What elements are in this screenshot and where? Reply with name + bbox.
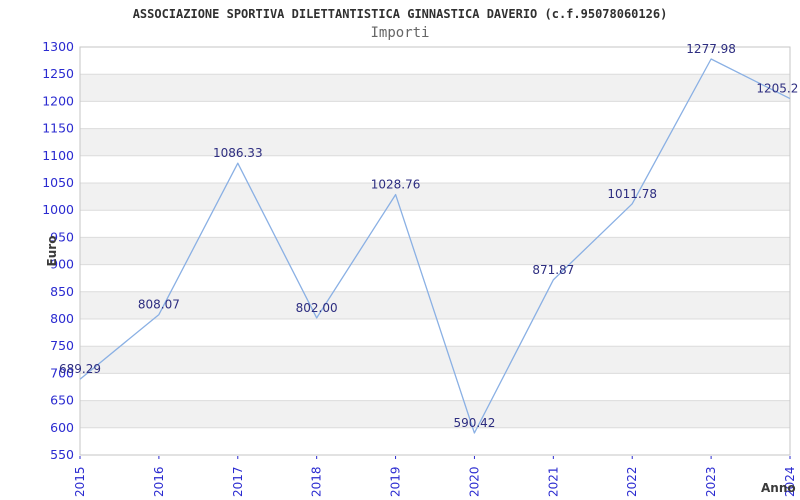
x-tick-label: 2020 <box>467 466 481 497</box>
data-point-label: 1205.2 <box>756 82 798 96</box>
x-tick-label: 2018 <box>310 466 324 497</box>
y-tick-label: 1200 <box>42 93 74 108</box>
data-point-label: 802.00 <box>296 301 338 315</box>
y-tick-label: 1000 <box>42 202 74 217</box>
y-tick-label: 550 <box>50 447 74 462</box>
y-tick-label: 1300 <box>42 39 74 54</box>
x-tick-label: 2016 <box>152 466 166 497</box>
y-tick-label: 650 <box>50 393 74 408</box>
data-point-label: 1011.78 <box>607 187 657 201</box>
y-tick-label: 900 <box>50 257 74 272</box>
series-line <box>79 58 791 434</box>
grid-band <box>80 237 790 265</box>
data-point-label: 871.87 <box>532 263 574 277</box>
y-tick-label: 1250 <box>42 66 74 81</box>
data-point-label: 1086.33 <box>213 146 263 160</box>
chart-subtitle: Importi <box>370 25 430 41</box>
grid-band <box>80 346 790 374</box>
x-tick-label: 2023 <box>704 466 718 497</box>
plot-border <box>79 46 791 456</box>
y-tick-label: 750 <box>50 338 74 353</box>
data-point-label: 689.29 <box>59 362 101 376</box>
grid-band <box>80 400 790 428</box>
y-tick-label: 950 <box>50 229 74 244</box>
data-point-label: 1028.76 <box>371 178 421 192</box>
grid-band <box>80 74 790 102</box>
x-tick-label: 2022 <box>625 466 639 497</box>
grid-band <box>80 128 790 156</box>
y-tick-label: 600 <box>50 420 74 435</box>
x-tick-label: 2024 <box>783 466 797 497</box>
y-tick-label: 700 <box>50 365 74 380</box>
y-tick-label: 1150 <box>42 121 74 136</box>
x-tick-label: 2015 <box>73 466 87 497</box>
x-axis-title: Anno <box>761 481 796 495</box>
grid-band <box>80 183 790 211</box>
y-tick-label: 800 <box>50 311 74 326</box>
data-point-label: 1277.98 <box>686 42 736 56</box>
y-tick-label: 1050 <box>42 175 74 190</box>
x-tick-label: 2017 <box>231 466 245 497</box>
y-axis-title: Euro <box>45 235 59 267</box>
data-point-label: 590.42 <box>453 416 495 430</box>
y-tick-label: 850 <box>50 284 74 299</box>
data-point-label: 808.07 <box>138 298 180 312</box>
x-tick-label: 2019 <box>389 466 403 497</box>
x-tick-label: 2021 <box>546 466 560 497</box>
chart-title: ASSOCIAZIONE SPORTIVA DILETTANTISTICA GI… <box>132 7 668 21</box>
y-tick-label: 1100 <box>42 148 74 163</box>
